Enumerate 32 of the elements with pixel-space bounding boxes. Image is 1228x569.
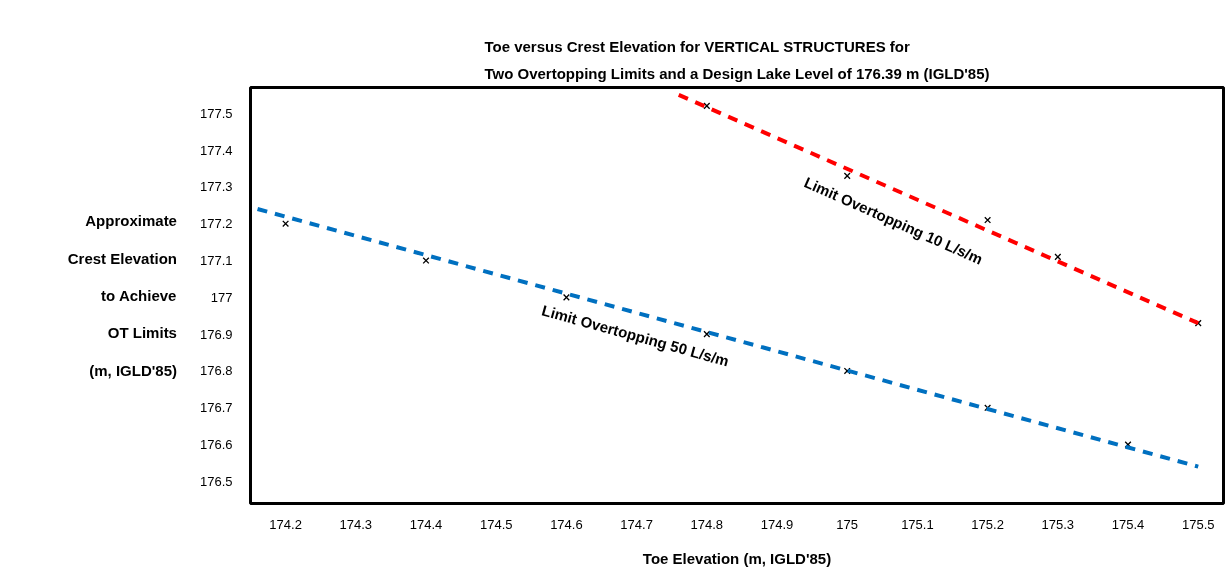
- x-tick-label: 174.6: [550, 516, 583, 532]
- y-tick-label: 176.9: [199, 326, 233, 342]
- y-tick-label: 176.8: [199, 363, 233, 379]
- x-tick-label: 175.3: [1041, 516, 1075, 532]
- point: [984, 216, 992, 224]
- y-tick-label: 176.7: [199, 400, 233, 416]
- x-tick-label: 174.3: [339, 516, 373, 532]
- x-tick-label: 174.2: [269, 516, 302, 532]
- x-tick-label: 174.7: [620, 516, 653, 532]
- y-tick-label: 177.1: [199, 253, 233, 269]
- y-tick-label: 177: [210, 289, 233, 305]
- point: [422, 257, 430, 264]
- x-tick-label: 175.4: [1111, 516, 1145, 532]
- y-tick-label: 177.4: [199, 142, 233, 158]
- x-tick-label: 174.9: [760, 516, 794, 532]
- x-tick-label: 175.2: [971, 516, 1004, 532]
- point: [282, 220, 290, 228]
- x-tick-label: 174.4: [409, 516, 443, 532]
- y-tick-label: 176.5: [199, 473, 233, 489]
- y-tick-label: 177.3: [199, 179, 233, 195]
- point: [703, 102, 711, 110]
- y-tick-label: 177.5: [199, 105, 233, 121]
- x-axis-title: Toe Elevation (m, IGLD'85): [642, 549, 832, 567]
- text: Approximate Crest Elevation to Achieve OT Limits (m, IGLD'85): [67, 212, 177, 379]
- chart-title: Toe versus Crest Elevation for VERTICAL STRUCTURES for Two Overtopping Limits and a Design Lake Level of 176.39 m (IGLD'85): [484, 38, 990, 83]
- x-tick-label: 174.8: [690, 516, 724, 532]
- x-tick-label: 175.1: [901, 516, 934, 532]
- x-tick-label: 175: [836, 516, 859, 532]
- x-tick-label: 174.5: [479, 516, 513, 532]
- x-tick-label: 175.5: [1181, 516, 1215, 532]
- y-tick-label: 176.6: [199, 437, 233, 453]
- y-tick-label: 177.2: [199, 216, 233, 232]
